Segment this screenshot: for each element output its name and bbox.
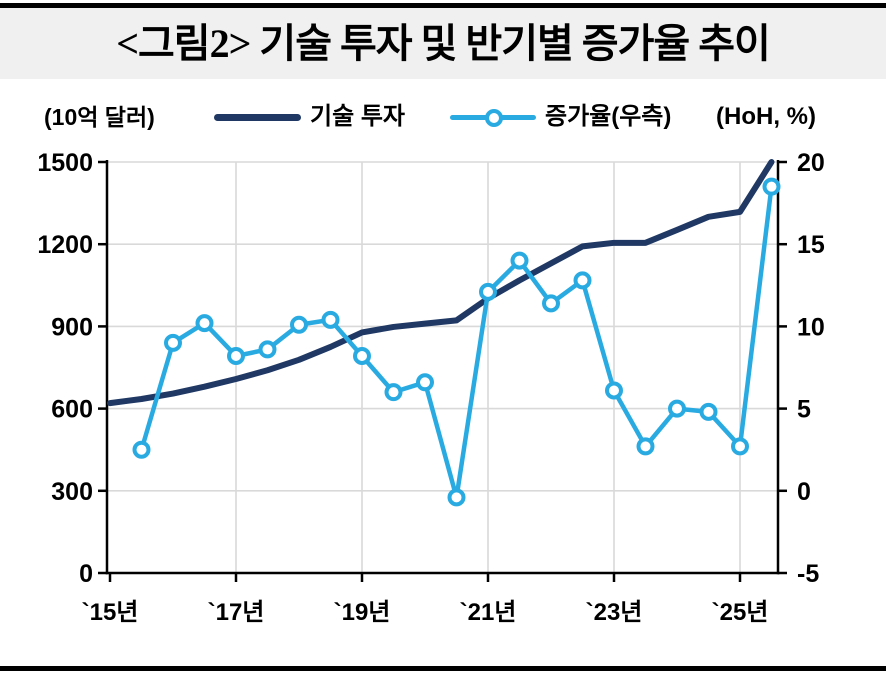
y-right-tick-label: 20 — [797, 149, 825, 177]
growth-data-point — [416, 373, 434, 392]
x-tick-label: `21년 — [460, 599, 517, 626]
growth-data-point — [384, 383, 403, 402]
bottom-divider — [0, 666, 886, 671]
x-tick-label: `23년 — [586, 599, 643, 626]
x-tick-label: `17년 — [208, 599, 265, 626]
x-tick-label: `19년 — [334, 599, 391, 626]
growth-data-point — [164, 333, 182, 352]
y-right-tick-label: -5 — [797, 560, 819, 588]
growth-data-point — [258, 340, 277, 359]
legend-item-investment: 기술 투자 — [310, 103, 405, 130]
growth-data-point — [699, 402, 718, 421]
growth-data-point — [731, 437, 749, 456]
investment-line-swatch — [214, 114, 301, 121]
growth-data-point — [132, 440, 151, 459]
growth-line-swatch — [450, 109, 536, 127]
growth-data-point — [321, 310, 340, 329]
legend-item-growth: 증가율(우측) — [545, 103, 672, 130]
y-right-tick-label: 0 — [797, 478, 811, 506]
growth-data-point — [573, 271, 592, 290]
x-tick-label: `15년 — [82, 599, 139, 626]
x-tick-label: `25년 — [712, 599, 769, 626]
left-axis-unit-label: (10억 달러) — [44, 104, 155, 130]
y-right-tick-label: 10 — [797, 313, 825, 341]
growth-data-point — [605, 381, 623, 400]
growth-data-point — [510, 251, 529, 270]
growth-data-point — [447, 488, 466, 507]
growth-data-point — [195, 314, 214, 333]
y-left-tick-label: 300 — [51, 478, 93, 506]
growth-marker-icon — [485, 109, 503, 127]
right-axis-unit-label: (HoH, %) — [716, 103, 816, 130]
chart-legend: (10억 달러) 기술 투자 증가율(우측) (HoH, %) — [0, 98, 886, 140]
top-divider — [0, 3, 886, 8]
y-right-tick-label: 5 — [797, 396, 811, 424]
y-left-tick-label: 900 — [51, 313, 93, 341]
y-left-tick-label: 1500 — [37, 149, 93, 177]
growth-data-point — [353, 346, 371, 365]
title-band: <그림2> 기술 투자 및 반기별 증가율 추이 — [0, 8, 886, 79]
growth-data-point — [542, 294, 560, 313]
y-left-tick-label: 600 — [51, 396, 93, 424]
y-right-tick-label: 15 — [797, 231, 825, 259]
growth-data-point — [290, 315, 308, 334]
figure-title: <그림2> 기술 투자 및 반기별 증가율 추이 — [116, 20, 771, 66]
investment-line — [107, 159, 775, 407]
growth-data-point — [479, 282, 497, 301]
growth-data-point — [668, 399, 686, 418]
y-left-tick-label: 1200 — [37, 231, 93, 259]
y-left-tick-label: 0 — [79, 560, 93, 588]
growth-data-point — [762, 177, 781, 196]
growth-data-point — [636, 437, 655, 456]
growth-data-point — [227, 346, 245, 365]
